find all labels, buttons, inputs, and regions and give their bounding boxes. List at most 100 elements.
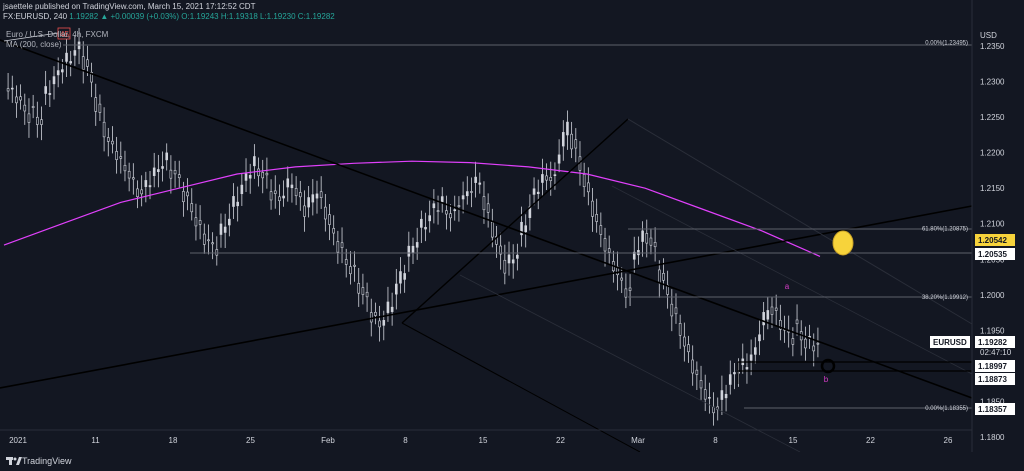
candle-body <box>386 301 390 313</box>
price-label-box <box>975 248 1015 260</box>
candle-body <box>298 192 302 198</box>
candle-body <box>390 306 394 312</box>
symbol-label: EURUSD <box>933 338 967 347</box>
pitchfork-upper[interactable] <box>627 118 973 325</box>
price-label-text: 1.18873 <box>978 375 1007 384</box>
candle-body <box>361 287 365 295</box>
candle-body <box>157 169 160 173</box>
candle-body <box>495 236 498 245</box>
fib-labels: 0.00%(1.23495) 61.80%(1.20875) 38.20%(1.19… <box>922 40 968 411</box>
candle-body <box>69 61 73 64</box>
price-chart[interactable]: 0.00%(1.23495) 61.80%(1.20875) 38.20%(1.19… <box>0 0 1024 452</box>
price-tick-label: 1.1800 <box>980 433 1005 442</box>
candle-body <box>570 133 573 150</box>
candle-body <box>248 175 252 179</box>
candle-body <box>532 188 536 195</box>
pitchfork-median[interactable] <box>611 185 973 375</box>
footer-brand[interactable]: TradingView <box>22 456 72 466</box>
candle-body <box>357 283 361 294</box>
candle-body <box>169 169 173 179</box>
candle-body <box>708 397 711 399</box>
candle-body <box>257 168 260 177</box>
candle-body <box>674 307 678 315</box>
wave-b-circle-marker[interactable] <box>820 358 836 374</box>
candle-body <box>152 167 156 176</box>
candle-body <box>303 205 306 217</box>
candle-body <box>574 139 578 149</box>
candle-body <box>324 206 327 220</box>
candle-body <box>144 180 148 187</box>
price-label-text: 1.18997 <box>978 362 1007 371</box>
price-label-text: 1.20542 <box>978 236 1007 245</box>
candle-body <box>486 203 490 213</box>
fib-label: 0.00%(1.18355) <box>925 406 968 412</box>
candle-body <box>232 196 235 207</box>
candle-body <box>165 152 169 161</box>
candle-body <box>724 393 728 399</box>
candle-body <box>273 190 277 194</box>
price-axis-unit: USD <box>980 31 997 40</box>
time-axis[interactable]: 2021 11 18 25 Feb 8 15 22 Mar 8 15 22 26 <box>0 429 972 445</box>
candle-body <box>482 196 486 211</box>
candle-body <box>649 237 653 246</box>
countdown-label: 02:47:10 <box>980 348 1012 357</box>
candle-body <box>549 177 553 181</box>
candle-body <box>19 96 22 101</box>
candle-body <box>553 174 557 176</box>
price-tick-label: 1.2150 <box>980 184 1005 193</box>
candle-body <box>424 226 427 230</box>
candle-body <box>315 193 319 199</box>
candle-body <box>294 188 298 197</box>
candle-body <box>40 119 43 125</box>
candle-body <box>428 215 431 222</box>
candle-body <box>645 233 649 244</box>
time-tick-label: Mar <box>631 436 645 445</box>
candle-body <box>98 103 102 113</box>
chart-background <box>0 0 1024 452</box>
candle-body <box>779 320 782 330</box>
rising-trendline[interactable] <box>0 205 973 389</box>
candle-body <box>436 210 440 212</box>
candle-body <box>161 166 164 169</box>
candle-body <box>186 191 189 197</box>
time-tick-label: 2021 <box>9 436 27 445</box>
candle-body <box>599 225 603 235</box>
candle-body <box>219 223 223 235</box>
candle-body <box>461 195 465 200</box>
candle-body <box>211 242 214 245</box>
candle-body <box>733 372 736 375</box>
target-c-marker[interactable] <box>832 230 854 256</box>
candle-body <box>758 334 761 342</box>
upper-trendline[interactable] <box>0 39 973 399</box>
candle-body <box>244 173 248 181</box>
pitchfork-handle[interactable] <box>401 118 629 324</box>
candlesticks <box>6 28 820 426</box>
candle-body <box>15 96 18 104</box>
candle-body <box>127 170 131 179</box>
symbol-interval: FX:EURUSD, 240 <box>3 12 68 21</box>
candle-body <box>56 70 60 76</box>
candle-body <box>290 184 294 189</box>
candle-body <box>123 164 127 172</box>
price-label-text: 1.19282 <box>978 338 1007 347</box>
candle-body <box>449 213 452 219</box>
candle-body <box>683 336 686 347</box>
candle-body <box>73 50 77 56</box>
candle-body <box>695 369 699 375</box>
pitchfork-inner[interactable] <box>459 274 801 452</box>
candle-body <box>48 93 52 95</box>
candle-body <box>278 196 281 202</box>
candle-body <box>766 310 770 320</box>
legend-indicator[interactable]: MA (200, close) <box>6 40 62 49</box>
legend-series[interactable]: Euro / U.S. Dollar, 4h, FXCM <box>6 30 109 39</box>
time-tick-label: 22 <box>556 436 565 445</box>
candle-body <box>328 214 331 225</box>
candle-body <box>10 87 14 90</box>
candle-body <box>470 191 473 193</box>
candle-body <box>90 72 93 83</box>
tradingview-logo-icon <box>6 457 22 465</box>
candle-body <box>190 203 194 213</box>
candle-body <box>728 374 732 385</box>
candle-body <box>173 170 177 175</box>
